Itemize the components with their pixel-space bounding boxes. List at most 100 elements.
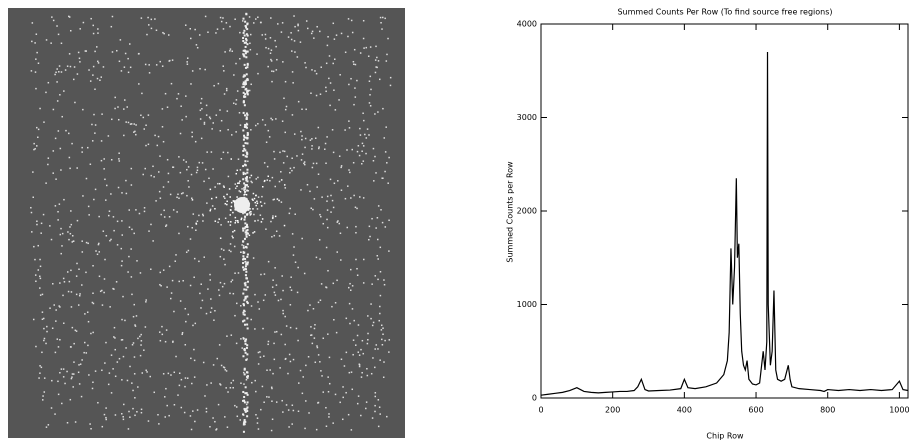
event-dot	[259, 356, 262, 358]
event-dot	[200, 307, 202, 309]
event-dot	[261, 119, 264, 121]
event-dot	[215, 114, 218, 116]
event-dot	[158, 423, 160, 425]
event-dot	[62, 368, 65, 370]
event-dot	[300, 159, 303, 161]
event-dot	[353, 319, 355, 322]
event-dot	[273, 342, 275, 345]
event-dot	[347, 185, 349, 187]
event-dot	[297, 23, 299, 26]
streak-dot	[244, 95, 247, 98]
event-dot	[359, 127, 361, 130]
streak-dot	[244, 323, 247, 326]
event-dot	[150, 223, 152, 226]
event-dot	[195, 171, 198, 174]
event-dot	[140, 344, 142, 346]
event-dot	[377, 348, 379, 350]
event-dot	[355, 225, 357, 228]
event-dot	[32, 171, 34, 173]
event-dot	[94, 124, 97, 126]
event-dot	[316, 345, 318, 347]
event-dot	[134, 325, 137, 327]
event-dot	[361, 339, 364, 342]
event-dot	[96, 77, 99, 80]
event-dot	[309, 139, 312, 141]
streak-dot	[246, 43, 249, 46]
source-dot	[232, 211, 234, 214]
event-dot	[303, 272, 306, 275]
event-dot	[102, 230, 105, 232]
event-dot	[252, 257, 255, 259]
event-dot	[270, 49, 273, 51]
streak-dot	[246, 28, 249, 31]
event-dot	[60, 227, 62, 230]
event-dot	[254, 328, 256, 330]
event-dot	[353, 103, 355, 106]
event-dot	[205, 411, 208, 413]
event-dot	[352, 161, 355, 164]
event-dot	[109, 306, 111, 308]
streak-dot	[244, 274, 247, 277]
event-dot	[160, 213, 162, 216]
event-dot	[289, 360, 292, 363]
event-dot	[275, 330, 278, 333]
source-dot	[230, 205, 233, 208]
event-dot	[230, 280, 232, 283]
streak-dot	[245, 33, 248, 36]
event-dot	[262, 327, 264, 330]
event-dot	[327, 333, 329, 335]
event-dot	[275, 230, 278, 233]
event-dot	[322, 391, 325, 393]
event-dot	[41, 293, 44, 296]
event-dot	[237, 272, 240, 274]
source-dot	[242, 212, 244, 215]
event-dot	[289, 167, 292, 170]
event-dot	[68, 53, 71, 55]
streak-dot	[244, 222, 247, 225]
streak-dot	[245, 179, 248, 182]
event-dot	[121, 260, 123, 262]
event-dot	[54, 413, 56, 415]
event-dot	[242, 187, 245, 189]
event-dot	[70, 210, 72, 212]
streak-dot	[246, 323, 249, 326]
streak-dot	[244, 342, 247, 345]
event-dot	[269, 179, 271, 182]
event-dot	[358, 365, 361, 368]
event-dot	[384, 151, 387, 153]
streak-dot	[244, 284, 247, 287]
streak-dot	[246, 92, 249, 95]
event-dot	[348, 120, 350, 122]
event-dot	[239, 419, 241, 421]
event-dot	[185, 95, 187, 97]
event-dot	[250, 129, 252, 131]
event-dot	[282, 312, 284, 315]
event-dot	[224, 263, 226, 266]
event-dot	[114, 96, 116, 99]
event-dot	[274, 331, 276, 333]
event-dot	[271, 387, 273, 390]
event-dot	[356, 274, 359, 276]
event-dot	[312, 307, 315, 310]
event-dot	[387, 182, 389, 184]
event-dot	[365, 401, 368, 403]
event-dot	[184, 307, 187, 310]
event-dot	[97, 28, 99, 30]
event-dot	[380, 209, 382, 211]
event-dot	[281, 275, 283, 277]
event-dot	[140, 411, 143, 414]
event-dot	[345, 391, 347, 394]
event-dot	[179, 171, 182, 174]
event-dot	[47, 81, 50, 84]
event-dot	[81, 359, 83, 361]
event-dot	[145, 124, 147, 127]
event-dot	[204, 15, 207, 18]
event-dot	[366, 367, 368, 370]
streak-dot	[244, 245, 247, 248]
event-dot	[348, 83, 350, 86]
event-dot	[153, 391, 156, 394]
event-dot	[128, 410, 130, 413]
event-dot	[113, 326, 116, 329]
event-dot	[181, 331, 184, 334]
